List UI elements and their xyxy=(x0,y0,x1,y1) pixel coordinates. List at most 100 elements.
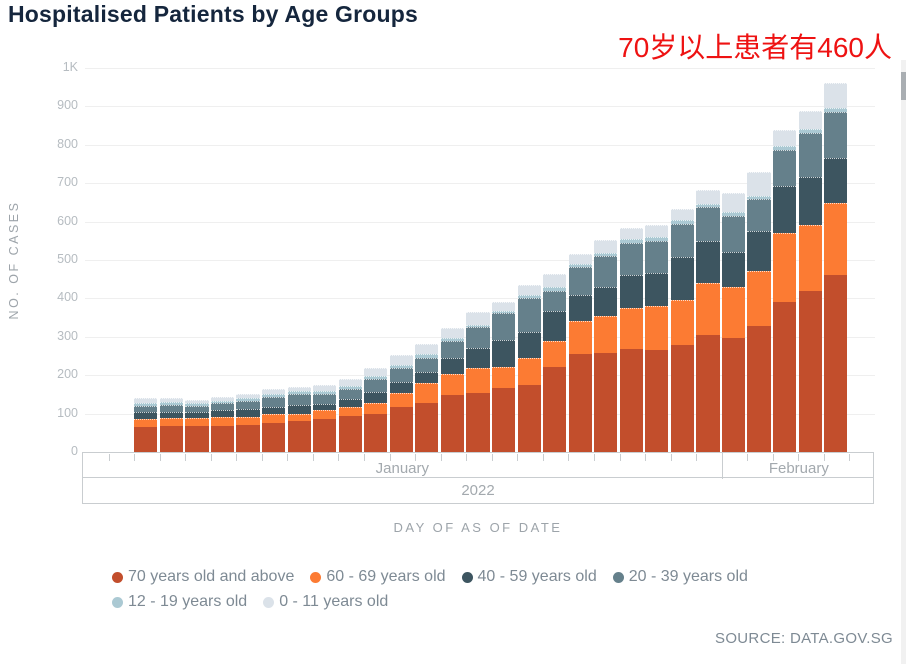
bar-segment[interactable] xyxy=(645,240,669,273)
bar-segment[interactable] xyxy=(159,425,183,452)
bar-segment[interactable] xyxy=(466,393,490,452)
bar-segment[interactable] xyxy=(543,273,567,288)
bar-segment[interactable] xyxy=(670,208,694,221)
bar-segment[interactable] xyxy=(389,368,413,382)
bar-segment[interactable] xyxy=(721,212,746,216)
stacked-bar[interactable] xyxy=(466,311,490,452)
bar-segment[interactable] xyxy=(313,419,337,452)
bar-segment[interactable] xyxy=(747,199,771,231)
bar-segment[interactable] xyxy=(594,286,618,316)
bar-segment[interactable] xyxy=(619,349,643,452)
stacked-bar[interactable] xyxy=(338,379,362,452)
bar-segment[interactable] xyxy=(338,399,362,408)
bar-segment[interactable] xyxy=(619,275,643,309)
bar-segment[interactable] xyxy=(466,348,490,368)
bar-segment[interactable] xyxy=(210,396,235,401)
bar-segment[interactable] xyxy=(262,423,286,452)
bar-segment[interactable] xyxy=(517,385,541,452)
bar-segment[interactable] xyxy=(338,389,362,400)
bar-segment[interactable] xyxy=(721,192,746,213)
bar-segment[interactable] xyxy=(159,402,183,406)
bar-segment[interactable] xyxy=(415,344,439,354)
bar-segment[interactable] xyxy=(134,405,158,413)
scrollbar-track[interactable] xyxy=(901,60,906,664)
bar-segment[interactable] xyxy=(491,313,516,340)
bar-segment[interactable] xyxy=(389,364,413,369)
bar-segment[interactable] xyxy=(415,371,439,384)
bar-segment[interactable] xyxy=(824,158,848,203)
legend-item[interactable]: 60 - 69 years old xyxy=(310,568,446,586)
bar-segment[interactable] xyxy=(440,340,465,358)
bar-segment[interactable] xyxy=(696,203,720,208)
stacked-bar[interactable] xyxy=(287,386,311,452)
stacked-bar[interactable] xyxy=(594,240,618,452)
bar-segment[interactable] xyxy=(594,252,618,257)
bar-segment[interactable] xyxy=(389,407,413,452)
bar-segment[interactable] xyxy=(491,310,516,314)
bar-segment[interactable] xyxy=(389,392,413,408)
bar-segment[interactable] xyxy=(134,419,158,427)
bar-segment[interactable] xyxy=(594,240,618,253)
bar-segment[interactable] xyxy=(491,388,516,452)
bar-segment[interactable] xyxy=(696,240,720,284)
bar-segment[interactable] xyxy=(313,390,337,395)
bar-segment[interactable] xyxy=(466,324,490,328)
bar-segment[interactable] xyxy=(159,405,183,412)
bar-segment[interactable] xyxy=(313,410,337,420)
bar-segment[interactable] xyxy=(364,413,388,452)
bar-segment[interactable] xyxy=(134,426,158,452)
bar-segment[interactable] xyxy=(568,253,592,264)
bar-segment[interactable] xyxy=(798,291,822,452)
bar-segment[interactable] xyxy=(645,225,669,238)
legend-item[interactable]: 40 - 59 years old xyxy=(461,568,597,586)
bar-segment[interactable] xyxy=(696,207,720,241)
bar-segment[interactable] xyxy=(517,358,541,386)
bar-segment[interactable] xyxy=(262,406,286,415)
bar-segment[interactable] xyxy=(236,424,260,452)
bar-segment[interactable] xyxy=(543,341,567,367)
bar-segment[interactable] xyxy=(645,349,669,452)
bar-segment[interactable] xyxy=(364,376,388,380)
bar-segment[interactable] xyxy=(236,394,260,399)
bar-segment[interactable] xyxy=(568,267,592,295)
bar-segment[interactable] xyxy=(773,150,797,186)
bar-segment[interactable] xyxy=(543,287,567,291)
stacked-bar[interactable] xyxy=(134,398,158,452)
bar-segment[interactable] xyxy=(747,171,771,196)
bar-segment[interactable] xyxy=(619,242,643,275)
bar-segment[interactable] xyxy=(338,379,362,387)
bar-segment[interactable] xyxy=(619,228,643,240)
bar-segment[interactable] xyxy=(338,407,362,416)
bar-segment[interactable] xyxy=(619,308,643,350)
bar-segment[interactable] xyxy=(159,398,183,403)
bar-segment[interactable] xyxy=(594,353,618,452)
bar-segment[interactable] xyxy=(491,339,516,367)
bar-segment[interactable] xyxy=(389,381,413,393)
bar-segment[interactable] xyxy=(415,383,439,403)
bar-segment[interactable] xyxy=(517,295,541,299)
bar-segment[interactable] xyxy=(721,215,746,252)
bar-segment[interactable] xyxy=(440,337,465,341)
bar-segment[interactable] xyxy=(466,327,490,349)
bar-segment[interactable] xyxy=(159,418,183,426)
bar-segment[interactable] xyxy=(287,391,311,395)
bar-segment[interactable] xyxy=(798,176,822,226)
bar-segment[interactable] xyxy=(287,405,311,414)
bar-segment[interactable] xyxy=(415,357,439,372)
stacked-bar[interactable] xyxy=(619,228,643,452)
bar-segment[interactable] xyxy=(670,344,694,452)
legend-item[interactable]: 0 - 11 years old xyxy=(263,593,388,611)
bar-segment[interactable] xyxy=(773,301,797,452)
bar-segment[interactable] xyxy=(313,384,337,391)
bar-segment[interactable] xyxy=(543,290,567,311)
bar-segment[interactable] xyxy=(364,391,388,403)
bar-segment[interactable] xyxy=(645,237,669,241)
bar-segment[interactable] xyxy=(670,223,694,257)
stacked-bar[interactable] xyxy=(798,110,822,452)
bar-segment[interactable] xyxy=(773,232,797,302)
bar-segment[interactable] xyxy=(415,353,439,358)
bar-segment[interactable] xyxy=(594,315,618,354)
bar-segment[interactable] xyxy=(824,202,848,276)
bar-segment[interactable] xyxy=(747,230,771,272)
bar-segment[interactable] xyxy=(568,263,592,268)
